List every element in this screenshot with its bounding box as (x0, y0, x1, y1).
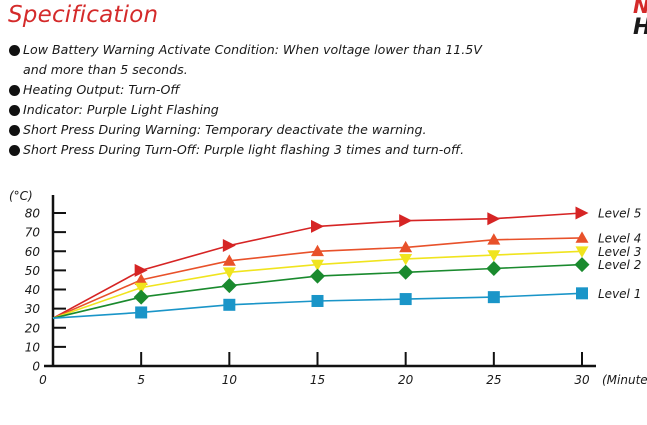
series-level-1: Level 1 (52, 287, 641, 319)
data-point-triangle-up (575, 231, 589, 243)
data-point-diamond (574, 257, 590, 273)
series-level-4: Level 4 (52, 231, 641, 319)
data-point-square (311, 294, 324, 307)
data-point-square (223, 298, 236, 311)
y-tick-label: 50 (25, 264, 41, 278)
spec-bullet-heating-output: Heating Output: Turn-Off (9, 80, 629, 100)
y-tick-label: 30 (25, 302, 41, 316)
data-point-triangle-up (487, 233, 501, 245)
bullet-dot-icon (9, 125, 20, 136)
bullet-dot-icon (9, 45, 20, 56)
data-point-diamond (133, 289, 149, 305)
cropped-heading-black: H (633, 15, 647, 40)
spec-bullet-continuation: and more than 5 seconds. (23, 62, 188, 77)
data-point-square (399, 293, 412, 306)
data-point-triangle-right (134, 263, 148, 277)
bullet-dot-icon (9, 105, 20, 116)
data-point-triangle-right (575, 206, 589, 220)
spec-bullet-text: Short Press During Warning: Temporary de… (23, 122, 427, 137)
y-tick-label: 20 (25, 321, 41, 335)
data-point-triangle-up (222, 254, 236, 266)
y-tick-label: 60 (25, 245, 41, 259)
x-tick-label: 25 (486, 373, 501, 387)
data-point-diamond (310, 268, 325, 284)
y-tick-label: 70 (25, 226, 41, 240)
spec-bullet-text: Low Battery Warning Activate Condition: … (23, 42, 482, 57)
x-axis-unit-label: (Minute (602, 373, 647, 387)
data-point-triangle-down (575, 246, 589, 258)
data-point-triangle-right (311, 219, 324, 233)
x-tick-label: 10 (222, 373, 238, 387)
x-tick-label: 0 (39, 373, 47, 387)
data-point-triangle-down (134, 282, 148, 295)
bullet-dot-icon (9, 145, 20, 156)
data-point-diamond (398, 264, 414, 280)
spec-bullet-short-press-warning: Short Press During Warning: Temporary de… (9, 120, 629, 140)
series-end-label: Level 5 (598, 207, 641, 221)
data-point-triangle-down (487, 250, 501, 262)
data-point-triangle-down (222, 267, 236, 279)
series-level-5: Level 5 (52, 206, 641, 319)
series-end-label: Level 4 (598, 231, 641, 245)
x-tick-label: 15 (310, 373, 325, 387)
page-title: Specification (8, 2, 159, 28)
spec-bullet-text: Indicator: Purple Light Flashing (23, 102, 219, 117)
series-end-label: Level 3 (598, 245, 641, 259)
data-point-triangle-right (399, 214, 413, 228)
y-tick-label: 80 (25, 207, 41, 221)
spec-bullet-text: Short Press During Turn-Off: Purple ligh… (23, 142, 465, 157)
x-tick-label: 30 (574, 373, 590, 387)
data-point-triangle-up (134, 273, 148, 285)
cropped-heading-red: N (633, 0, 647, 18)
data-point-diamond (221, 278, 237, 294)
data-point-triangle-down (399, 254, 413, 266)
x-tick-label: 5 (137, 373, 145, 387)
spec-bullet-low-battery: Low Battery Warning Activate Condition: … (9, 40, 629, 60)
x-tick-label: 20 (398, 373, 414, 387)
data-point-triangle-up (399, 240, 413, 253)
data-point-triangle-right (487, 212, 501, 226)
spec-bullet-indicator: Indicator: Purple Light Flashing (9, 100, 629, 120)
spec-bullet-short-press-turnoff: Short Press During Turn-Off: Purple ligh… (9, 140, 629, 160)
spec-bullet-list: Low Battery Warning Activate Condition: … (9, 40, 629, 160)
data-point-square (576, 287, 588, 300)
bullet-dot-icon (9, 85, 20, 96)
series-end-label: Level 2 (598, 258, 641, 272)
chart-axes: 0 10 20 30 40 50 60 70 80 0 5 10 15 20 25 30 (25, 195, 596, 387)
series-level-2: Level 2 (52, 257, 641, 319)
data-point-square (135, 306, 148, 319)
spec-bullet-text: Heating Output: Turn-Off (23, 82, 180, 97)
y-tick-label: 0 (32, 360, 40, 374)
data-point-square (487, 291, 500, 304)
data-point-diamond (486, 260, 502, 276)
data-point-triangle-right (222, 239, 236, 253)
y-tick-label: 40 (25, 283, 41, 297)
data-point-triangle-down (311, 259, 324, 272)
data-point-triangle-up (311, 244, 324, 257)
series-level-3: Level 3 (52, 245, 641, 319)
y-axis-unit-label: (°C) (9, 189, 33, 203)
series-end-label: Level 1 (598, 287, 641, 301)
y-tick-label: 10 (25, 340, 41, 354)
